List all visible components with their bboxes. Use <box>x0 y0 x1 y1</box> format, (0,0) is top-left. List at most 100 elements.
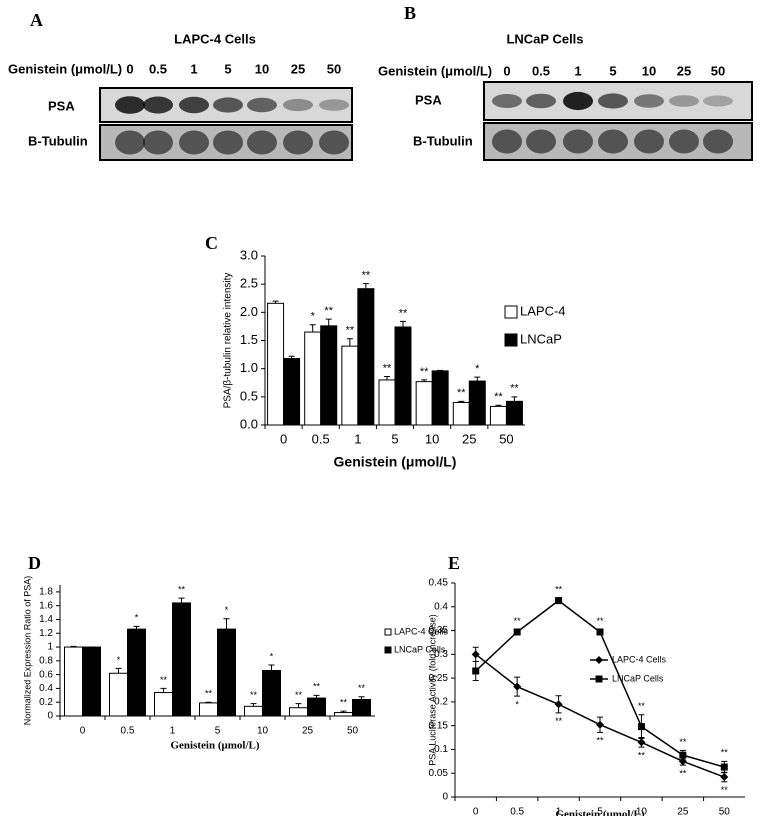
marker <box>637 738 646 747</box>
error-bar <box>288 355 295 359</box>
bar <box>244 705 263 717</box>
panel-label: A <box>30 10 43 30</box>
y-tick-label: 1.0 <box>240 360 258 375</box>
bar <box>154 692 173 717</box>
error-bar <box>340 710 347 713</box>
significance: ** <box>160 675 168 685</box>
significance: ** <box>383 362 392 374</box>
bar <box>283 358 301 426</box>
bar <box>199 702 218 717</box>
row-label: PSA <box>48 98 75 113</box>
significance: ** <box>596 616 604 626</box>
bar <box>304 331 322 426</box>
y-tick-label: 0.15 <box>429 720 449 731</box>
band <box>283 130 313 155</box>
marker <box>555 597 563 605</box>
legend-label: LNCaP <box>520 331 562 346</box>
y-tick-label: 1.2 <box>39 628 53 639</box>
significance: ** <box>295 690 303 700</box>
significance: ** <box>358 683 366 693</box>
x-tick-label: 1 <box>556 807 562 816</box>
error-bar <box>268 664 275 671</box>
x-tick-label: 0.5 <box>121 726 135 737</box>
band <box>492 129 522 154</box>
marker <box>678 757 687 766</box>
significance: ** <box>638 750 646 760</box>
row-label: B-Tubulin <box>28 133 88 148</box>
legend-label: LAPC-4 Cells <box>612 654 667 664</box>
legend-swatch <box>504 333 518 347</box>
bar <box>64 646 83 717</box>
error-bar <box>325 318 332 326</box>
bar <box>431 370 449 426</box>
legend-label: LAPC-4 <box>520 303 566 318</box>
band <box>283 98 313 112</box>
x-tick-label: 5 <box>597 807 603 816</box>
lane-label: 0.5 <box>532 63 550 78</box>
x-tick-label: 0.5 <box>312 431 330 446</box>
significance: ** <box>596 736 604 746</box>
bar <box>262 669 281 717</box>
marker <box>513 682 522 691</box>
error-bar <box>400 320 406 327</box>
band <box>492 94 522 108</box>
blot-title: LNCaP Cells <box>506 31 583 46</box>
legend-label: LNCaP Cells <box>612 673 664 683</box>
y-tick-label: 2.0 <box>240 304 258 319</box>
y-tick-label: 0.6 <box>39 669 53 680</box>
y-axis-label: PSA/β-tubulin relative intensity <box>223 273 234 409</box>
series-line <box>475 653 725 778</box>
y-tick-label: 1.4 <box>39 614 53 625</box>
band <box>563 129 593 154</box>
band <box>213 97 243 113</box>
y-axis-label: PSA Luciferase Activity (fold increase) <box>427 614 437 766</box>
error-bar <box>421 379 428 382</box>
band <box>213 130 243 155</box>
significance: * <box>311 311 316 323</box>
error-bar <box>495 404 502 407</box>
significance: ** <box>346 325 355 337</box>
legend-swatch <box>384 646 392 654</box>
band <box>115 130 145 155</box>
band <box>247 130 277 155</box>
error-bar <box>384 376 390 380</box>
treatment-label: Genistein (μmol/L) <box>378 63 492 78</box>
y-tick-label: 0.05 <box>429 768 449 779</box>
band <box>319 130 349 155</box>
bar <box>289 707 308 717</box>
panel-label: C <box>205 233 218 253</box>
bar <box>307 697 326 717</box>
error-bar <box>70 645 77 648</box>
error-bar <box>205 701 212 703</box>
error-bar <box>115 667 122 674</box>
lane-label: 1 <box>190 61 197 76</box>
bar <box>468 380 486 426</box>
marker <box>596 628 604 636</box>
error-bar <box>362 283 369 289</box>
x-tick-label: 50 <box>499 431 513 446</box>
legend-swatch <box>384 628 392 636</box>
significance: ** <box>721 748 729 758</box>
significance: * <box>117 655 121 665</box>
error-bar <box>295 703 302 708</box>
y-tick-label: 1.5 <box>240 332 258 347</box>
legend-marker <box>595 656 603 664</box>
x-tick-label: 1 <box>170 726 176 737</box>
x-tick-label: 5 <box>215 726 221 737</box>
x-tick-label: 1 <box>354 431 361 446</box>
band <box>598 129 628 154</box>
y-tick-label: 1 <box>47 642 53 653</box>
bar <box>394 326 412 426</box>
band <box>703 95 733 107</box>
bar <box>334 712 353 717</box>
y-axis-label: Normalized Expression Ratio of PSA) <box>22 576 32 726</box>
x-tick-label: 10 <box>636 807 648 816</box>
y-tick-label: 0.45 <box>429 578 449 589</box>
significance: ** <box>679 737 687 747</box>
y-tick-label: 1.6 <box>39 600 53 611</box>
bar <box>217 628 236 717</box>
marker <box>596 720 604 729</box>
significance: ** <box>420 366 429 378</box>
panel-label: E <box>448 553 460 573</box>
